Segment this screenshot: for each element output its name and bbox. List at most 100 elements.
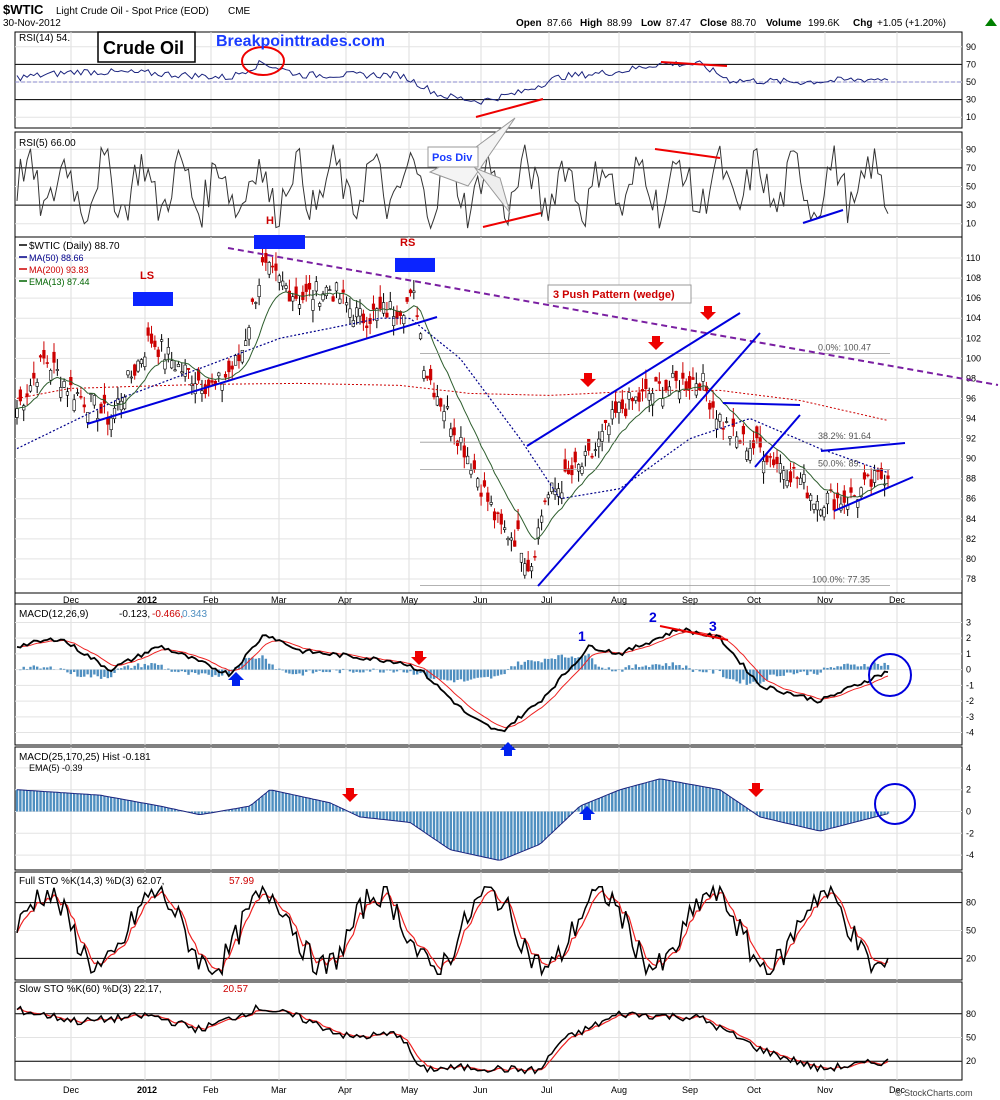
candle-body [291,296,295,302]
macd-long-bar [715,789,718,812]
candle-body [432,392,436,398]
candle-body [418,333,423,340]
volume-label: Volume [766,18,802,29]
candle-body [328,289,332,291]
x-tick-label: Dec [63,595,80,605]
macd-hist-bar [372,668,375,670]
y-tick-label: 2 [966,785,971,795]
candle-body [812,503,816,510]
flag-bottom-line [754,414,801,468]
macd-long-bar [305,797,308,812]
macd-long-bar [422,811,426,832]
exchange: CME [228,6,251,17]
candle-body [681,372,685,379]
x-tick-label: Sep [682,1085,698,1095]
macd-long-bar [200,811,204,815]
macd-hist-bar [136,663,140,670]
panel-slow_sto [14,981,963,1081]
macd-hist-bar [806,669,809,676]
macd-long-bar [385,811,389,820]
candle-body [38,355,43,358]
macd-long-bar [540,811,543,843]
candle-body [627,392,631,400]
macd-hist-bar [846,663,849,670]
x-tick-label: 2012 [137,595,157,605]
candle-body [240,349,244,363]
macd-long-bar [325,801,328,812]
macd-long-bar [648,781,651,812]
macd-long-bar [254,801,257,812]
macd-long-bar [537,811,540,845]
rsi5-label: RSI(5) 66.00 [19,138,76,149]
candle-body [455,440,460,446]
candle-body [75,392,80,394]
label-ls: LS [140,270,154,282]
macd-long-bar [624,788,627,812]
macd-hist-bar [439,669,442,680]
macd-long-bar [701,786,705,812]
up-arrow-icon [985,18,997,26]
slow-sto-d-val: 20.57 [223,984,248,995]
macd-long-bar [668,780,671,812]
macd-long-bar [759,811,762,817]
macd-hist-bar [281,669,284,671]
close-label: Close [700,18,728,29]
candle-body [25,393,29,397]
macd-hist-bar [577,657,580,670]
macd-long-bar [449,811,453,850]
macd-hist-bar [308,669,311,671]
candle-body [304,283,308,292]
macd-long-bar [594,799,597,812]
candle-body [879,468,883,479]
candle-body [92,395,96,406]
macd-long-bar [93,794,96,812]
macd-long-bar [160,806,163,812]
candle-body [412,290,416,293]
down-arrow-icon [342,788,358,802]
macd-hist-bar [116,668,120,670]
macd-hist-bar [520,664,523,670]
macd-hist-bar [634,664,637,670]
macd-hist-bar [792,669,796,675]
macd-long-bar [799,811,802,827]
candle-body [42,349,46,359]
macd-long-bar [547,811,550,837]
candle-body [52,351,56,363]
macd-hist-bar [217,669,220,677]
y-tick-label: 102 [966,333,981,343]
macd-long-bar [796,811,799,826]
macd-hist-bar [701,669,705,673]
macd-long-bar [116,798,120,812]
macd-long-bar [671,781,674,812]
x-tick-label: Mar [271,595,287,605]
macd-hist-bar [799,669,802,672]
channel-upper-line [526,312,741,447]
macd-hist-bar [268,663,271,670]
macd-long-bar [355,811,358,816]
macd-long-bar [308,798,311,812]
macd-hist-bar [469,669,473,680]
macd-long-circle [874,783,916,825]
macd-long-bar [372,811,375,819]
macd-hist-bar [728,669,732,680]
close-value: 88.70 [731,18,756,29]
macd-hist-bar [355,669,358,672]
candle-body [281,280,285,287]
macd-long-bar [570,811,574,814]
macd-hist-bar [227,669,231,677]
macd-long-bar [873,811,876,818]
candle-body [798,477,803,485]
macd-long-bar [836,811,839,827]
macd-long-bar [809,811,812,829]
macd-long-bar [489,811,493,859]
fib-label: 38.2%: 91.64 [818,431,871,441]
macd-long-bar [311,799,315,812]
macd-hist-bar [489,669,493,679]
macd-hist-bar [167,668,170,670]
macd-long-bar [72,793,76,812]
candle-body [210,380,214,383]
y-tick-label: 86 [966,494,976,504]
x-tick-label: May [401,1085,419,1095]
candle-body [311,299,315,311]
macd-long-bar [389,811,392,821]
